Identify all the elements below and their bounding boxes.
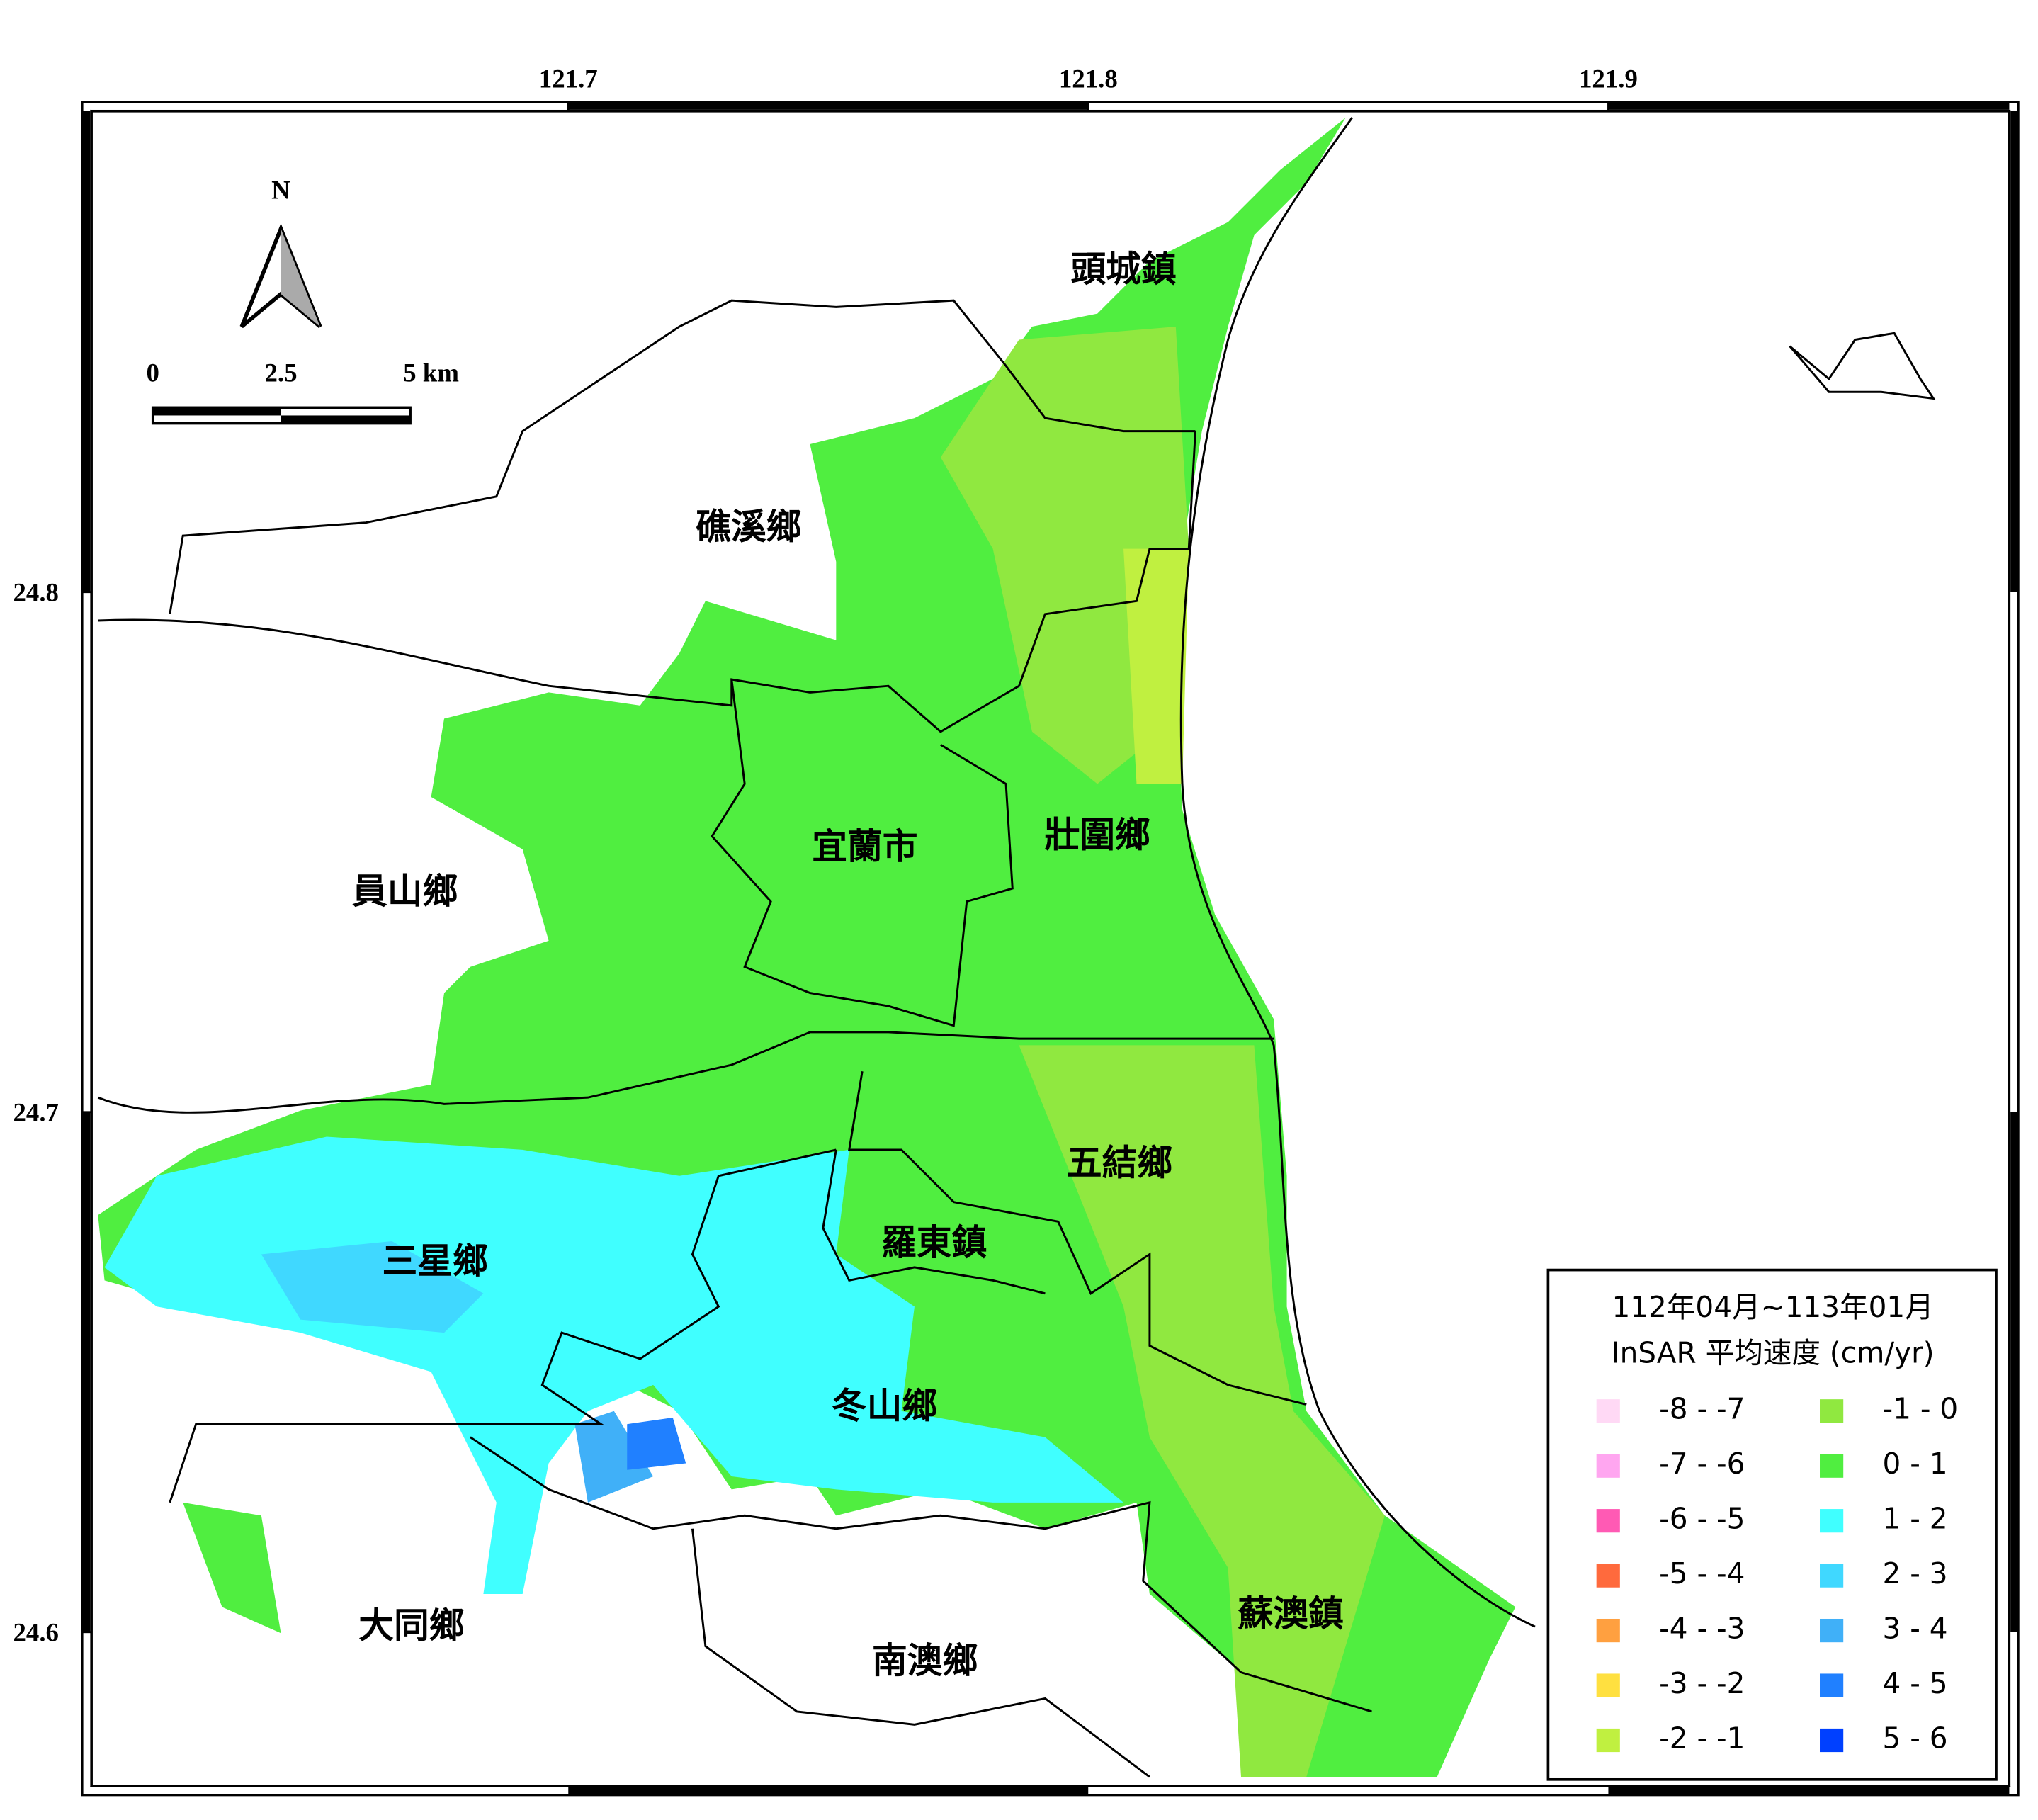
township-label: 南澳鄉 xyxy=(872,1640,978,1681)
scale-bar: 0 2.5 5 km xyxy=(147,358,459,425)
township-label: 蘇澳鎮 xyxy=(1238,1593,1343,1634)
boundary xyxy=(691,1528,1150,1778)
township-label: 員山鄉 xyxy=(352,871,458,912)
north-arrow: N xyxy=(239,175,322,329)
legend-swatch xyxy=(1820,1618,1844,1643)
legend-label: 1 - 2 xyxy=(1883,1502,1948,1536)
legend-title: InSAR 平均速度 (cm/yr) xyxy=(1612,1335,1935,1369)
legend-swatch xyxy=(1596,1564,1620,1588)
map-frame xyxy=(90,109,2011,1787)
legend-label: -4 - -3 xyxy=(1659,1612,1745,1646)
area xyxy=(183,1502,281,1634)
legend-swatch xyxy=(1596,1618,1620,1643)
y-tick-label: 24.8 xyxy=(13,578,59,607)
township-label: 壯圍鄉 xyxy=(1044,815,1150,856)
legend-swatch xyxy=(1596,1673,1620,1697)
scale-bar-segment xyxy=(152,407,281,416)
legend-swatch xyxy=(1596,1509,1620,1533)
north-arrow-fill xyxy=(281,228,320,327)
legend-swatch xyxy=(1820,1728,1844,1753)
legend-swatch xyxy=(1820,1454,1844,1478)
y-tick-label: 24.6 xyxy=(13,1618,59,1647)
area xyxy=(940,327,1189,784)
township-label: 大同鄉 xyxy=(358,1605,464,1646)
legend-swatch xyxy=(1820,1673,1844,1697)
legend-swatch xyxy=(1596,1454,1620,1478)
area xyxy=(261,1241,484,1333)
y-tick-label: 24.7 xyxy=(13,1098,59,1127)
township-label: 冬山鄉 xyxy=(832,1386,937,1427)
boundary xyxy=(97,1031,1274,1114)
boundary xyxy=(822,1149,1046,1295)
area xyxy=(1123,548,1189,784)
area xyxy=(1019,1045,1385,1777)
velocity-areas xyxy=(98,117,1516,1777)
legend-label: 2 - 3 xyxy=(1883,1556,1948,1590)
x-tick-label: 121.8 xyxy=(1059,64,1118,94)
x-tick-label: 121.7 xyxy=(539,64,598,94)
legend-swatch xyxy=(1596,1399,1620,1423)
township-labels: 頭城鎮 礁溪鄉 員山鄉 宜蘭市 壯圍鄉 五結鄉 三星鄉 羅東鎮 冬山鄉 大同鄉 … xyxy=(352,249,1344,1681)
township-label: 宜蘭市 xyxy=(812,826,917,867)
legend-label: -1 - 0 xyxy=(1883,1392,1959,1426)
legend-label: 4 - 5 xyxy=(1883,1666,1948,1700)
island xyxy=(1789,332,1936,400)
legend-swatch xyxy=(1820,1564,1844,1588)
legend-label: -8 - -7 xyxy=(1659,1392,1745,1426)
scale-label: 5 km xyxy=(403,358,459,388)
legend: 112年04月~113年01月 InSAR 平均速度 (cm/yr) -8 - … xyxy=(1546,1268,1998,1781)
township-label: 三星鄉 xyxy=(382,1240,487,1282)
area xyxy=(574,1411,654,1503)
legend-swatch xyxy=(1820,1509,1844,1533)
township-label: 羅東鎮 xyxy=(881,1222,987,1263)
boundary xyxy=(169,1148,837,1503)
boundaries xyxy=(97,117,1936,1778)
scale-label: 0 xyxy=(147,358,159,388)
boundary xyxy=(711,679,1014,1027)
legend-label: 3 - 4 xyxy=(1883,1612,1948,1646)
legend-box xyxy=(1546,1268,1998,1781)
township-label: 五結鄉 xyxy=(1067,1143,1172,1184)
township-label: 礁溪鄉 xyxy=(696,506,801,547)
north-label: N xyxy=(271,175,290,204)
township-label: 頭城鎮 xyxy=(1070,249,1176,290)
boundary xyxy=(848,1071,1307,1406)
legend-swatch xyxy=(1820,1399,1844,1423)
legend-title: 112年04月~113年01月 xyxy=(1612,1290,1933,1324)
area xyxy=(627,1417,686,1470)
x-tick-label: 121.9 xyxy=(1579,64,1638,94)
scale-label: 2.5 xyxy=(264,358,297,388)
boundary xyxy=(470,1436,1372,1713)
scale-bar-segment xyxy=(281,415,411,424)
legend-label: -5 - -4 xyxy=(1659,1556,1745,1590)
coastline xyxy=(1179,117,1536,1628)
legend-label: -7 - -6 xyxy=(1659,1447,1745,1481)
legend-label: -2 - -1 xyxy=(1659,1722,1745,1756)
legend-label: 0 - 1 xyxy=(1883,1447,1948,1481)
legend-swatch xyxy=(1596,1728,1620,1753)
legend-label: 5 - 6 xyxy=(1883,1722,1948,1756)
border-outline xyxy=(81,101,2020,1797)
boundary xyxy=(169,299,1196,615)
boundary xyxy=(98,431,1196,733)
graticule-border: 121.7 121.8 121.9 24.8 24.7 24.6 xyxy=(13,64,2020,1797)
legend-label: -3 - -2 xyxy=(1659,1666,1745,1700)
legend-label: -6 - -5 xyxy=(1659,1502,1745,1536)
